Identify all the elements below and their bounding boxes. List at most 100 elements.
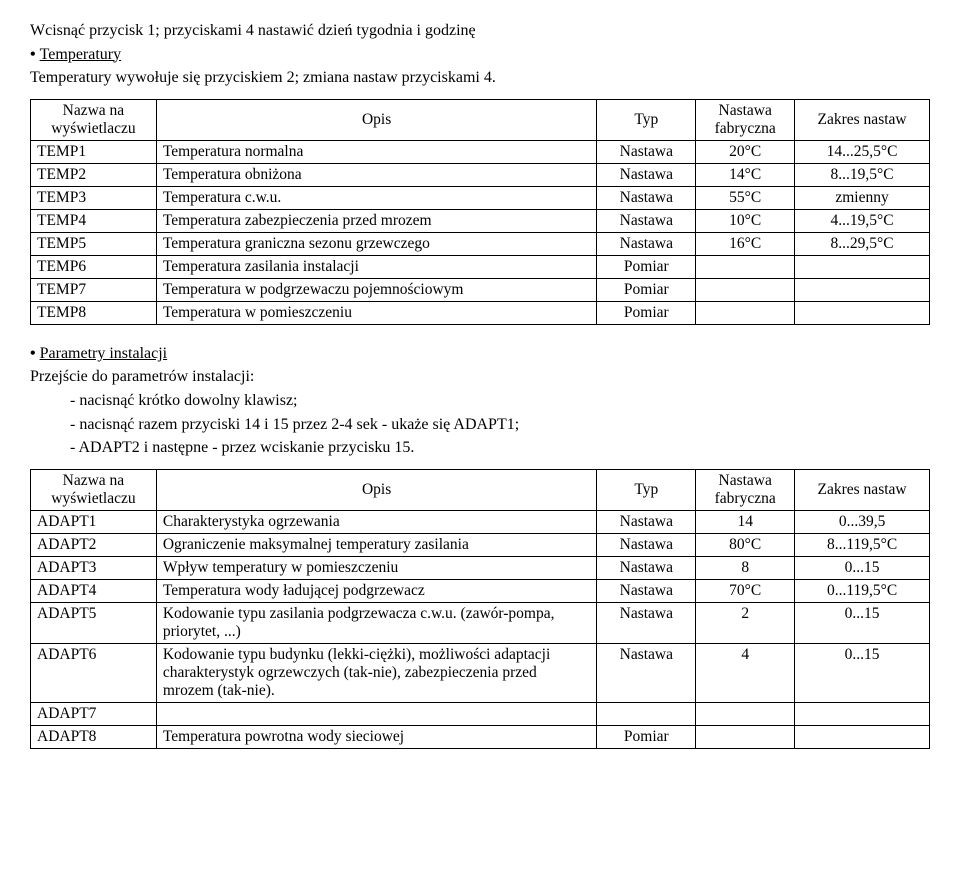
table-cell: 8...29,5°C <box>795 232 930 255</box>
th-fab: Nastawa fabryczna <box>696 99 795 140</box>
table-row: TEMP1Temperatura normalnaNastawa20°C14..… <box>31 140 930 163</box>
table-cell: 8...19,5°C <box>795 163 930 186</box>
table-cell: Nastawa <box>597 186 696 209</box>
table-cell: TEMP4 <box>31 209 157 232</box>
table-cell <box>795 255 930 278</box>
table-cell <box>597 702 696 725</box>
mid-bullet-label: Parametry instalacji <box>40 345 168 362</box>
table-cell <box>696 725 795 748</box>
table-cell <box>795 725 930 748</box>
table-row: TEMP4Temperatura zabezpieczenia przed mr… <box>31 209 930 232</box>
table-cell: Nastawa <box>597 209 696 232</box>
table-row: TEMP3Temperatura c.w.u.Nastawa55°Czmienn… <box>31 186 930 209</box>
mid-item2: nacisnąć razem przyciski 14 i 15 przez 2… <box>70 414 930 436</box>
table-cell <box>696 255 795 278</box>
table-cell: ADAPT5 <box>31 602 157 643</box>
table-cell: ADAPT7 <box>31 702 157 725</box>
table2-header-row: Nazwa na wyświetlaczu Opis Typ Nastawa f… <box>31 469 930 510</box>
table-cell: 14 <box>696 510 795 533</box>
table-row: ADAPT7 <box>31 702 930 725</box>
th-fab: Nastawa fabryczna <box>696 469 795 510</box>
table-row: ADAPT1Charakterystyka ogrzewaniaNastawa1… <box>31 510 930 533</box>
table-cell: 80°C <box>696 533 795 556</box>
mid-block: Parametry instalacji Przejście do parame… <box>30 343 930 459</box>
table2-body: ADAPT1Charakterystyka ogrzewaniaNastawa1… <box>31 510 930 748</box>
table-cell: 0...15 <box>795 602 930 643</box>
table-cell: 16°C <box>696 232 795 255</box>
table-cell: 0...15 <box>795 643 930 702</box>
table-cell: ADAPT4 <box>31 579 157 602</box>
table-cell: Temperatura graniczna sezonu grzewczego <box>156 232 597 255</box>
table-cell: Ograniczenie maksymalnej temperatury zas… <box>156 533 597 556</box>
table-cell: Nastawa <box>597 643 696 702</box>
table-cell: 55°C <box>696 186 795 209</box>
table-cell: TEMP3 <box>31 186 157 209</box>
table-temperatury: Nazwa na wyświetlaczu Opis Typ Nastawa f… <box>30 99 930 325</box>
table-cell: Nastawa <box>597 579 696 602</box>
table-cell: Pomiar <box>597 255 696 278</box>
intro-line2: Temperatury wywołuje się przyciskiem 2; … <box>30 67 930 89</box>
table-row: ADAPT2Ograniczenie maksymalnej temperatu… <box>31 533 930 556</box>
table-cell: 70°C <box>696 579 795 602</box>
table-row: ADAPT8Temperatura powrotna wody sieciowe… <box>31 725 930 748</box>
table-row: ADAPT3Wpływ temperatury w pomieszczeniuN… <box>31 556 930 579</box>
table-cell: TEMP2 <box>31 163 157 186</box>
table-cell: Pomiar <box>597 725 696 748</box>
table-cell: Charakterystyka ogrzewania <box>156 510 597 533</box>
table-cell: zmienny <box>795 186 930 209</box>
table-cell: TEMP7 <box>31 278 157 301</box>
mid-line: Przejście do parametrów instalacji: <box>30 366 930 388</box>
table-row: TEMP7Temperatura w podgrzewaczu pojemnoś… <box>31 278 930 301</box>
table-cell: 0...15 <box>795 556 930 579</box>
table-cell: 20°C <box>696 140 795 163</box>
th-range: Zakres nastaw <box>795 469 930 510</box>
table-cell: Nastawa <box>597 163 696 186</box>
table-cell: Temperatura wody ładującej podgrzewacz <box>156 579 597 602</box>
intro-line1: Wcisnąć przycisk 1; przyciskami 4 nastaw… <box>30 20 930 42</box>
table1-header-row: Nazwa na wyświetlaczu Opis Typ Nastawa f… <box>31 99 930 140</box>
table-cell: ADAPT6 <box>31 643 157 702</box>
intro-bullet: Temperatury <box>30 44 930 66</box>
table-cell <box>696 278 795 301</box>
intro-block: Wcisnąć przycisk 1; przyciskami 4 nastaw… <box>30 20 930 89</box>
table-cell: Temperatura zabezpieczenia przed mrozem <box>156 209 597 232</box>
mid-bullet: Parametry instalacji <box>30 343 930 365</box>
intro-bullet-label: Temperatury <box>40 46 122 63</box>
table-row: ADAPT4Temperatura wody ładującej podgrze… <box>31 579 930 602</box>
table-cell: 0...119,5°C <box>795 579 930 602</box>
th-desc: Opis <box>156 99 597 140</box>
table-row: TEMP8Temperatura w pomieszczeniuPomiar <box>31 301 930 324</box>
table-cell <box>696 301 795 324</box>
table-cell: Nastawa <box>597 533 696 556</box>
table-cell: 8 <box>696 556 795 579</box>
table-cell: Temperatura w podgrzewaczu pojemnościowy… <box>156 278 597 301</box>
table-cell: 14°C <box>696 163 795 186</box>
table-cell: TEMP6 <box>31 255 157 278</box>
table-cell: 2 <box>696 602 795 643</box>
table-row: TEMP5Temperatura graniczna sezonu grzewc… <box>31 232 930 255</box>
th-range: Zakres nastaw <box>795 99 930 140</box>
table-cell: TEMP8 <box>31 301 157 324</box>
table-cell <box>795 301 930 324</box>
table-cell: Temperatura powrotna wody sieciowej <box>156 725 597 748</box>
table-cell: Temperatura normalna <box>156 140 597 163</box>
table-cell: Kodowanie typu budynku (lekki-ciężki), m… <box>156 643 597 702</box>
table-cell: 4...19,5°C <box>795 209 930 232</box>
mid-list: nacisnąć krótko dowolny klawisz; nacisną… <box>70 390 930 459</box>
table-cell: Nastawa <box>597 602 696 643</box>
table-row: ADAPT5Kodowanie typu zasilania podgrzewa… <box>31 602 930 643</box>
table-cell: Nastawa <box>597 510 696 533</box>
table-cell: 0...39,5 <box>795 510 930 533</box>
table-cell: Temperatura w pomieszczeniu <box>156 301 597 324</box>
table-cell: Pomiar <box>597 301 696 324</box>
table-cell: ADAPT8 <box>31 725 157 748</box>
table-row: TEMP6Temperatura zasilania instalacjiPom… <box>31 255 930 278</box>
table-cell: Nastawa <box>597 232 696 255</box>
table-cell: 10°C <box>696 209 795 232</box>
mid-item3: ADAPT2 i następne - przez wciskanie przy… <box>70 437 930 459</box>
th-desc: Opis <box>156 469 597 510</box>
table-cell <box>795 278 930 301</box>
table-cell: 8...119,5°C <box>795 533 930 556</box>
table-cell <box>156 702 597 725</box>
th-name: Nazwa na wyświetlaczu <box>31 99 157 140</box>
